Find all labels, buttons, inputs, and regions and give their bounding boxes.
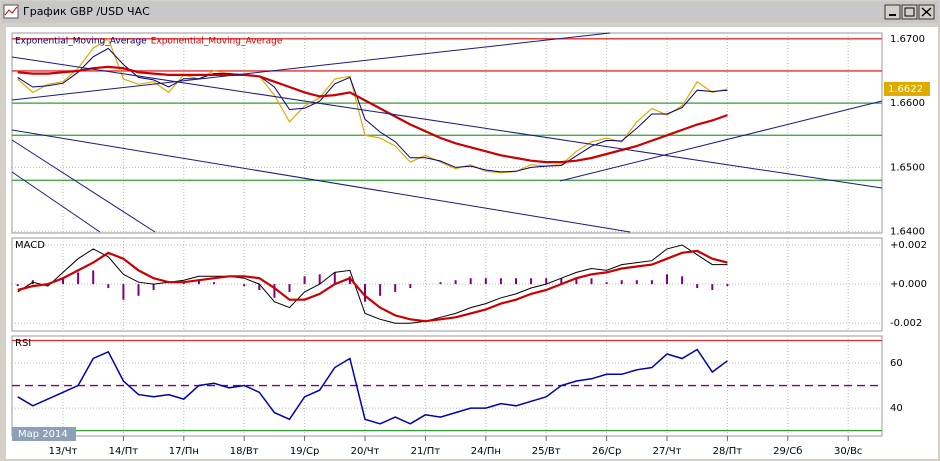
series-line (17, 244, 728, 324)
trend-line (11, 56, 883, 189)
histogram-bar (484, 278, 487, 285)
histogram-bar (379, 284, 382, 296)
y-tick-label: 1.6700 (890, 34, 925, 45)
x-tick-label: 17/Пн (169, 446, 199, 457)
histogram-bar (77, 272, 80, 285)
histogram-bar (711, 284, 714, 290)
trend-line (11, 171, 101, 233)
content: 13/Чт 14/Пт 17/Пн 18/Вт 19/Ср 20/Чт 21/Пт 24/Пн… (12, 34, 930, 457)
x-tick-label: 19/Ср (290, 446, 319, 457)
histogram-bar (92, 270, 95, 285)
histogram-bar (635, 280, 638, 285)
trend-line (11, 129, 631, 233)
x-tick-label: 13/Чт (49, 446, 78, 457)
histogram-bar (107, 284, 110, 289)
histogram-bar (590, 278, 593, 285)
maximize-glyph (904, 7, 915, 17)
x-tick-label: 14/Пт (109, 446, 139, 457)
histogram-bar (530, 278, 533, 285)
histogram-bar (681, 276, 684, 285)
panel-title: MACD (15, 240, 45, 251)
window-icon-glyph (4, 6, 18, 16)
histogram-bar (575, 278, 578, 285)
trend-line (11, 32, 611, 101)
trend-line (11, 139, 156, 233)
histogram-bar (122, 284, 125, 300)
histogram-bar (409, 284, 412, 289)
price-panel (11, 32, 883, 234)
panel-title: RSI (15, 338, 31, 349)
window-buttons[interactable] (884, 4, 935, 20)
y-tick-label: 1.6600 (890, 98, 925, 109)
x-tick-label: 18/Вт (230, 446, 259, 457)
month-box (12, 427, 76, 441)
price-line (17, 348, 728, 425)
histogram-bar (197, 280, 200, 285)
histogram-bar (499, 278, 502, 285)
y-tick-label: +0.002 (890, 240, 927, 251)
histogram-bar (243, 284, 246, 287)
x-tick-label: 29/Сб (773, 446, 802, 457)
last-value-label: 1.6622 (888, 84, 923, 95)
price-line (17, 37, 728, 174)
histogram-bar (152, 284, 155, 290)
histogram-bar (650, 280, 653, 285)
grid (12, 33, 882, 441)
y-tick-label: 60 (890, 358, 903, 369)
y-tick-label: -0.002 (890, 318, 922, 329)
histogram-bar (454, 280, 457, 285)
x-tick-label: 30/Вс (834, 446, 862, 457)
y-tick-label: 1.6400 (890, 227, 925, 238)
series-line (17, 249, 728, 323)
x-tick-label: 28/Пт (713, 446, 743, 457)
series-line (17, 65, 728, 164)
last-value-box (884, 81, 930, 96)
maximize-button[interactable] (901, 4, 918, 20)
histogram-bar (137, 284, 140, 296)
histogram-bar (16, 284, 19, 287)
histogram-bar (394, 284, 397, 292)
histogram-bar (303, 276, 306, 285)
close-glyph (921, 7, 932, 17)
trend-line (559, 100, 883, 182)
histogram-bar (62, 278, 64, 285)
window-title: График GBP /USD ЧАС (23, 5, 150, 18)
histogram-bar (273, 284, 276, 298)
minimize-button[interactable] (884, 4, 901, 20)
month-label: Мар 2014 (18, 429, 68, 440)
histogram-bar (318, 274, 321, 285)
y-tick-label: 40 (890, 403, 903, 414)
x-tick-label: 20/Чт (351, 446, 380, 457)
histogram-bar (515, 278, 517, 285)
x-tick-label: 26/Ср (592, 446, 621, 457)
histogram-bar (213, 282, 215, 285)
histogram-bar (333, 272, 336, 285)
histogram-bar (696, 284, 699, 289)
histogram-bar (545, 278, 548, 285)
histogram-bar (726, 284, 729, 287)
trend-lines (11, 32, 883, 233)
x-tick-label: 21/Пт (411, 446, 441, 457)
title-bar (1, 1, 939, 23)
histogram-bar (620, 280, 623, 285)
histogram-bar (605, 282, 608, 285)
y-tick-label: +0.000 (890, 279, 927, 290)
legend-entry: Exponential_Moving_Average (151, 37, 283, 47)
x-tick-label: 24/Пн (471, 446, 501, 457)
histogram-bar (288, 284, 291, 292)
histogram-bar (348, 276, 351, 285)
histogram-bar (469, 278, 472, 285)
histogram-bar (258, 284, 261, 290)
histogram-bar (364, 284, 366, 302)
x-tick-label: 25/Вт (532, 446, 561, 457)
y-tick-label: 1.6500 (890, 162, 925, 173)
histogram-bar (666, 274, 668, 285)
histogram-bar (560, 278, 563, 285)
legend-entry: Exponential_Moving_Average (15, 37, 147, 47)
histogram-bar (439, 282, 442, 285)
x-tick-label: 27/Чт (653, 446, 682, 457)
